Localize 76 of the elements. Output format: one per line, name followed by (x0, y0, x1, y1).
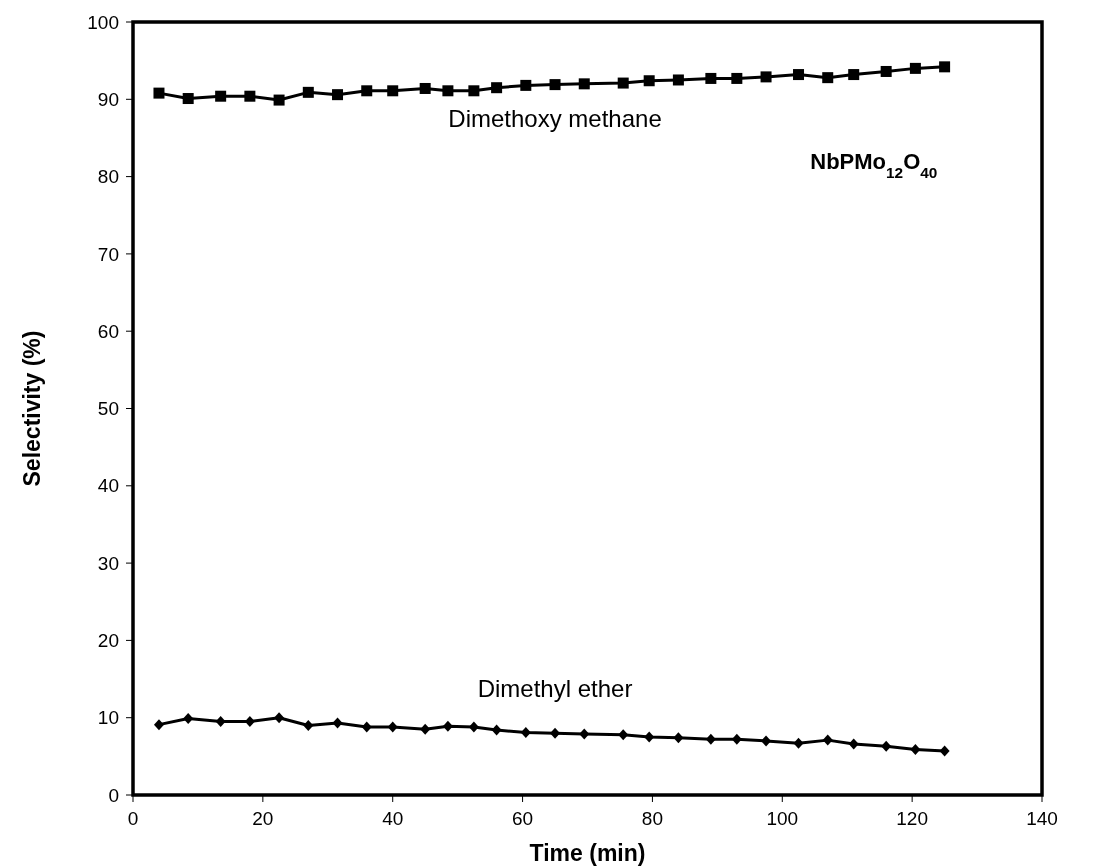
point (705, 72, 717, 84)
point (848, 738, 859, 750)
y-tick-label: 40 (97, 475, 119, 497)
x-tick-label: 20 (252, 808, 274, 829)
x-tick-label: 0 (127, 808, 139, 829)
point (244, 90, 256, 102)
point (579, 728, 590, 740)
point (793, 737, 804, 749)
point (303, 719, 314, 731)
point (442, 85, 454, 97)
point (910, 743, 921, 755)
x-tick-label: 40 (382, 808, 404, 829)
point (760, 71, 772, 83)
point (153, 719, 164, 731)
point (909, 62, 921, 74)
point (578, 78, 590, 90)
y-tick-label: 70 (97, 243, 119, 265)
y-tick-label: 50 (97, 398, 119, 420)
y-tick-label: 30 (97, 552, 119, 574)
point (848, 69, 860, 81)
point (705, 733, 716, 745)
point (731, 72, 743, 84)
point (617, 77, 629, 89)
y-tick-label: 60 (97, 320, 119, 342)
point (183, 712, 194, 724)
annotation: NbPMo$_{12}$O$_{40}$ (810, 148, 938, 181)
point (420, 723, 431, 735)
point (442, 720, 453, 732)
point (793, 69, 805, 81)
point (274, 712, 285, 724)
point (361, 85, 373, 97)
y-tick-label: 80 (97, 166, 119, 188)
point (491, 82, 503, 94)
y-tick-label: 0 (108, 784, 119, 806)
point (939, 745, 950, 757)
x-tick-label: 60 (512, 808, 534, 829)
point (520, 79, 532, 91)
point (215, 90, 227, 102)
series-label: Dimethoxy methane (448, 104, 662, 132)
point (182, 93, 194, 105)
x-tick-label: 140 (1026, 808, 1058, 829)
point (822, 734, 833, 746)
point (332, 89, 344, 101)
point (419, 82, 431, 94)
point (644, 731, 655, 743)
point (215, 716, 226, 728)
y-axis-title: Selectivity (%) (19, 330, 45, 487)
point (673, 732, 684, 744)
point (361, 721, 372, 733)
point (880, 65, 892, 77)
point (643, 75, 655, 87)
point (881, 740, 892, 752)
x-tick-label: 100 (766, 808, 799, 829)
point (468, 85, 480, 97)
point (387, 85, 399, 97)
point (387, 721, 398, 733)
series-label: Dimethyl ether (477, 675, 633, 703)
point (520, 726, 531, 738)
point (153, 87, 165, 99)
point (731, 733, 742, 745)
point (672, 74, 684, 86)
point (273, 94, 285, 106)
x-axis-title: Time (min) (529, 840, 646, 866)
point (491, 724, 502, 736)
x-tick-label: 80 (641, 808, 663, 829)
y-tick-label: 90 (97, 88, 119, 110)
point (302, 86, 314, 98)
x-tick-label: 120 (896, 808, 928, 829)
point (939, 61, 951, 73)
point (822, 72, 834, 84)
y-tick-label: 100 (87, 11, 119, 33)
point (332, 717, 343, 729)
y-tick-label: 20 (97, 630, 119, 652)
point (618, 729, 629, 741)
y-tick-label: 10 (97, 707, 119, 729)
point (549, 79, 561, 91)
